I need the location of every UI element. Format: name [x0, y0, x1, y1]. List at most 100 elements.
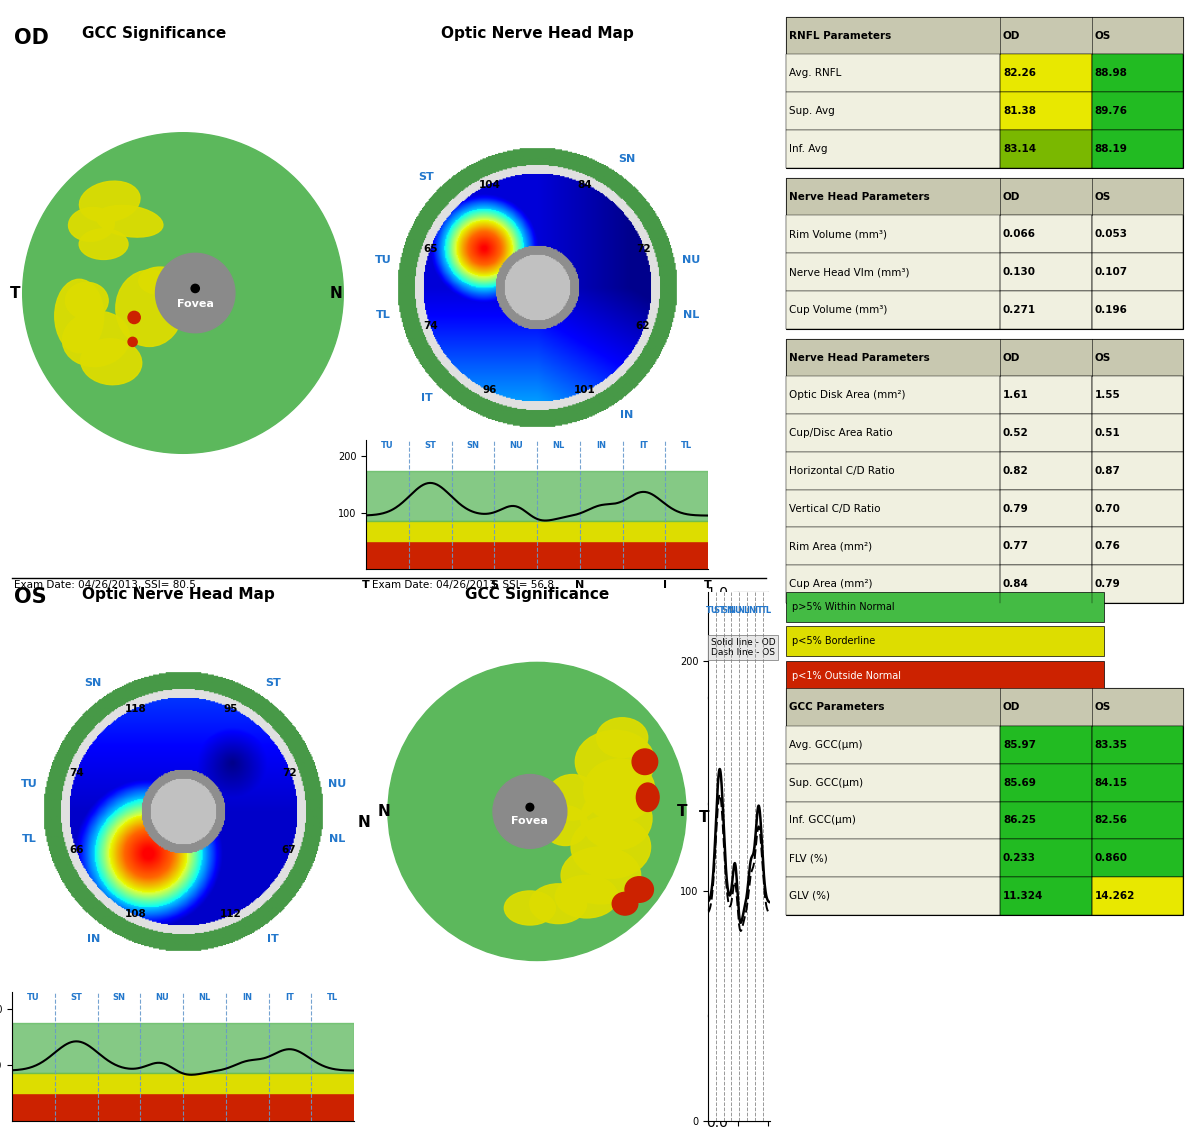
Circle shape — [493, 774, 566, 849]
Text: Inf. GCC(μm): Inf. GCC(μm) — [790, 816, 856, 825]
Text: 0.053: 0.053 — [1094, 229, 1127, 239]
Text: N: N — [377, 804, 390, 819]
Bar — [1001, 565, 1092, 603]
Bar — [786, 17, 1183, 54]
Bar — [1001, 54, 1092, 92]
Text: SN: SN — [85, 678, 102, 689]
Ellipse shape — [596, 718, 648, 757]
Ellipse shape — [584, 758, 655, 822]
Bar — [786, 291, 1183, 329]
Text: OS: OS — [1094, 702, 1111, 712]
Bar — [786, 92, 1183, 130]
Text: RNFL Parameters: RNFL Parameters — [790, 30, 892, 41]
Text: SN: SN — [467, 441, 479, 450]
Bar — [1092, 92, 1183, 130]
Bar — [1001, 414, 1092, 452]
Circle shape — [191, 284, 199, 293]
Bar — [1001, 376, 1092, 414]
Bar — [1001, 291, 1092, 329]
Text: 0.77: 0.77 — [1003, 541, 1028, 551]
Bar — [1092, 254, 1183, 291]
Bar — [1001, 877, 1092, 915]
Text: OD: OD — [1003, 192, 1020, 202]
Text: OS: OS — [1094, 192, 1111, 202]
Text: Sup. GCC(μm): Sup. GCC(μm) — [790, 778, 863, 788]
Text: NL: NL — [552, 441, 564, 450]
Bar — [786, 527, 1183, 565]
Text: S: S — [491, 580, 498, 591]
Text: 14.262: 14.262 — [1094, 891, 1135, 900]
Text: 62: 62 — [636, 321, 650, 331]
Text: IT: IT — [421, 393, 432, 403]
Bar — [786, 489, 1183, 527]
Text: TU: TU — [374, 255, 391, 265]
Text: Cup Area (mm²): Cup Area (mm²) — [790, 579, 872, 589]
Bar — [1092, 414, 1183, 452]
Text: GCC Parameters: GCC Parameters — [790, 702, 884, 712]
Text: 83.14: 83.14 — [1003, 144, 1036, 154]
Text: T: T — [677, 804, 688, 819]
Text: Exam Date: 04/26/2013, SSI= 56.8: Exam Date: 04/26/2013, SSI= 56.8 — [372, 580, 554, 591]
Bar — [1001, 801, 1092, 840]
Text: Fovea: Fovea — [176, 299, 214, 309]
Ellipse shape — [562, 846, 641, 904]
Text: 11.324: 11.324 — [1003, 891, 1043, 900]
Text: Fovea: Fovea — [511, 816, 548, 826]
Bar — [1092, 215, 1183, 254]
Bar — [786, 689, 1183, 726]
Ellipse shape — [571, 816, 650, 878]
Text: OD: OD — [1003, 353, 1020, 363]
Text: IN: IN — [242, 993, 252, 1002]
Text: Exam Date: 04/26/2013, SSI= 80.5: Exam Date: 04/26/2013, SSI= 80.5 — [14, 580, 197, 591]
Text: OS: OS — [1094, 353, 1111, 363]
Bar — [366, 541, 708, 569]
Text: ST: ST — [70, 993, 82, 1002]
Ellipse shape — [66, 283, 108, 319]
Text: TL: TL — [328, 993, 338, 1002]
Circle shape — [526, 804, 534, 811]
Bar — [1092, 764, 1183, 801]
Bar — [12, 1073, 354, 1093]
Text: Rim Volume (mm³): Rim Volume (mm³) — [790, 229, 887, 239]
Text: TL: TL — [376, 310, 390, 320]
Text: 0.79: 0.79 — [1003, 504, 1028, 514]
Bar — [1092, 130, 1183, 168]
Bar — [366, 521, 708, 541]
Text: TU: TU — [382, 441, 394, 450]
Text: NL: NL — [329, 834, 346, 844]
Ellipse shape — [581, 788, 652, 850]
Text: 82.26: 82.26 — [1003, 69, 1036, 79]
Text: IN: IN — [620, 410, 634, 420]
Bar — [1001, 130, 1092, 168]
Text: 81.38: 81.38 — [1003, 106, 1036, 116]
Text: Avg. GCC(μm): Avg. GCC(μm) — [790, 740, 863, 749]
Text: ST: ST — [714, 605, 726, 614]
Circle shape — [23, 133, 343, 453]
Text: NL: NL — [198, 993, 210, 1002]
Text: N: N — [329, 285, 342, 301]
Bar — [786, 726, 1183, 764]
Bar — [786, 17, 1183, 168]
Text: 95: 95 — [223, 704, 238, 715]
Circle shape — [128, 311, 140, 323]
Text: 86.25: 86.25 — [1003, 816, 1036, 825]
Text: 0.066: 0.066 — [1003, 229, 1036, 239]
Ellipse shape — [612, 893, 637, 915]
Text: 0.87: 0.87 — [1094, 465, 1121, 476]
Text: T: T — [698, 809, 709, 825]
Text: NU: NU — [509, 441, 522, 450]
Text: SN: SN — [113, 993, 125, 1002]
Text: 74: 74 — [424, 321, 438, 331]
Text: TU: TU — [706, 605, 719, 614]
Text: FLV (%): FLV (%) — [790, 853, 828, 863]
Text: Vertical C/D Ratio: Vertical C/D Ratio — [790, 504, 881, 514]
Bar — [1092, 291, 1183, 329]
Bar — [786, 452, 1183, 489]
Bar — [786, 764, 1183, 801]
Text: N: N — [575, 580, 584, 591]
Text: TU: TU — [20, 779, 37, 789]
Text: 66: 66 — [70, 845, 84, 855]
Bar — [1092, 565, 1183, 603]
Text: IN: IN — [746, 605, 756, 614]
Text: OD: OD — [14, 28, 49, 48]
